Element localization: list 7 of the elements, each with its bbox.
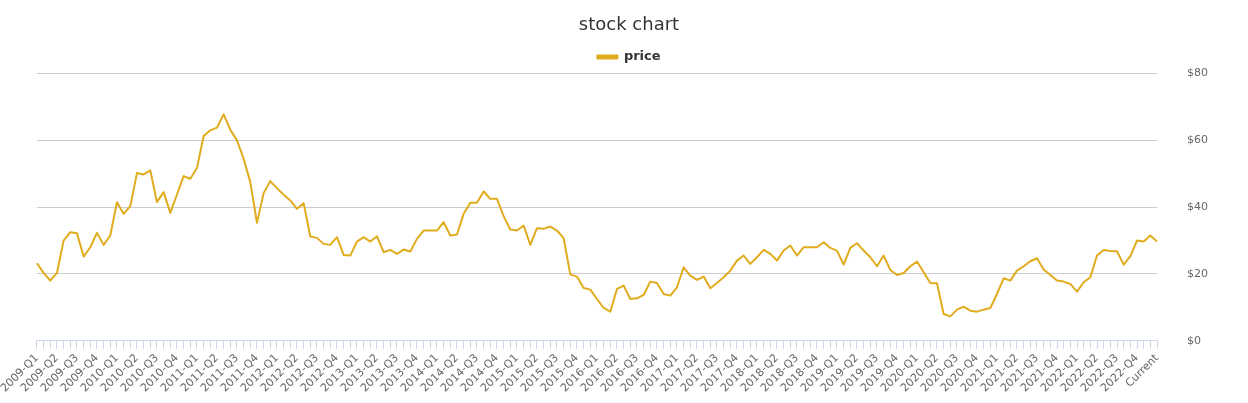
- y-tick-label: $60: [1187, 133, 1208, 147]
- y-tick-label: $0: [1187, 333, 1201, 347]
- y-tick-label: $40: [1187, 200, 1208, 214]
- y-tick-label: $20: [1187, 266, 1208, 280]
- y-tick-label: $80: [1187, 66, 1208, 80]
- chart-title: stock chart: [578, 13, 680, 35]
- legend-label: price: [623, 48, 661, 64]
